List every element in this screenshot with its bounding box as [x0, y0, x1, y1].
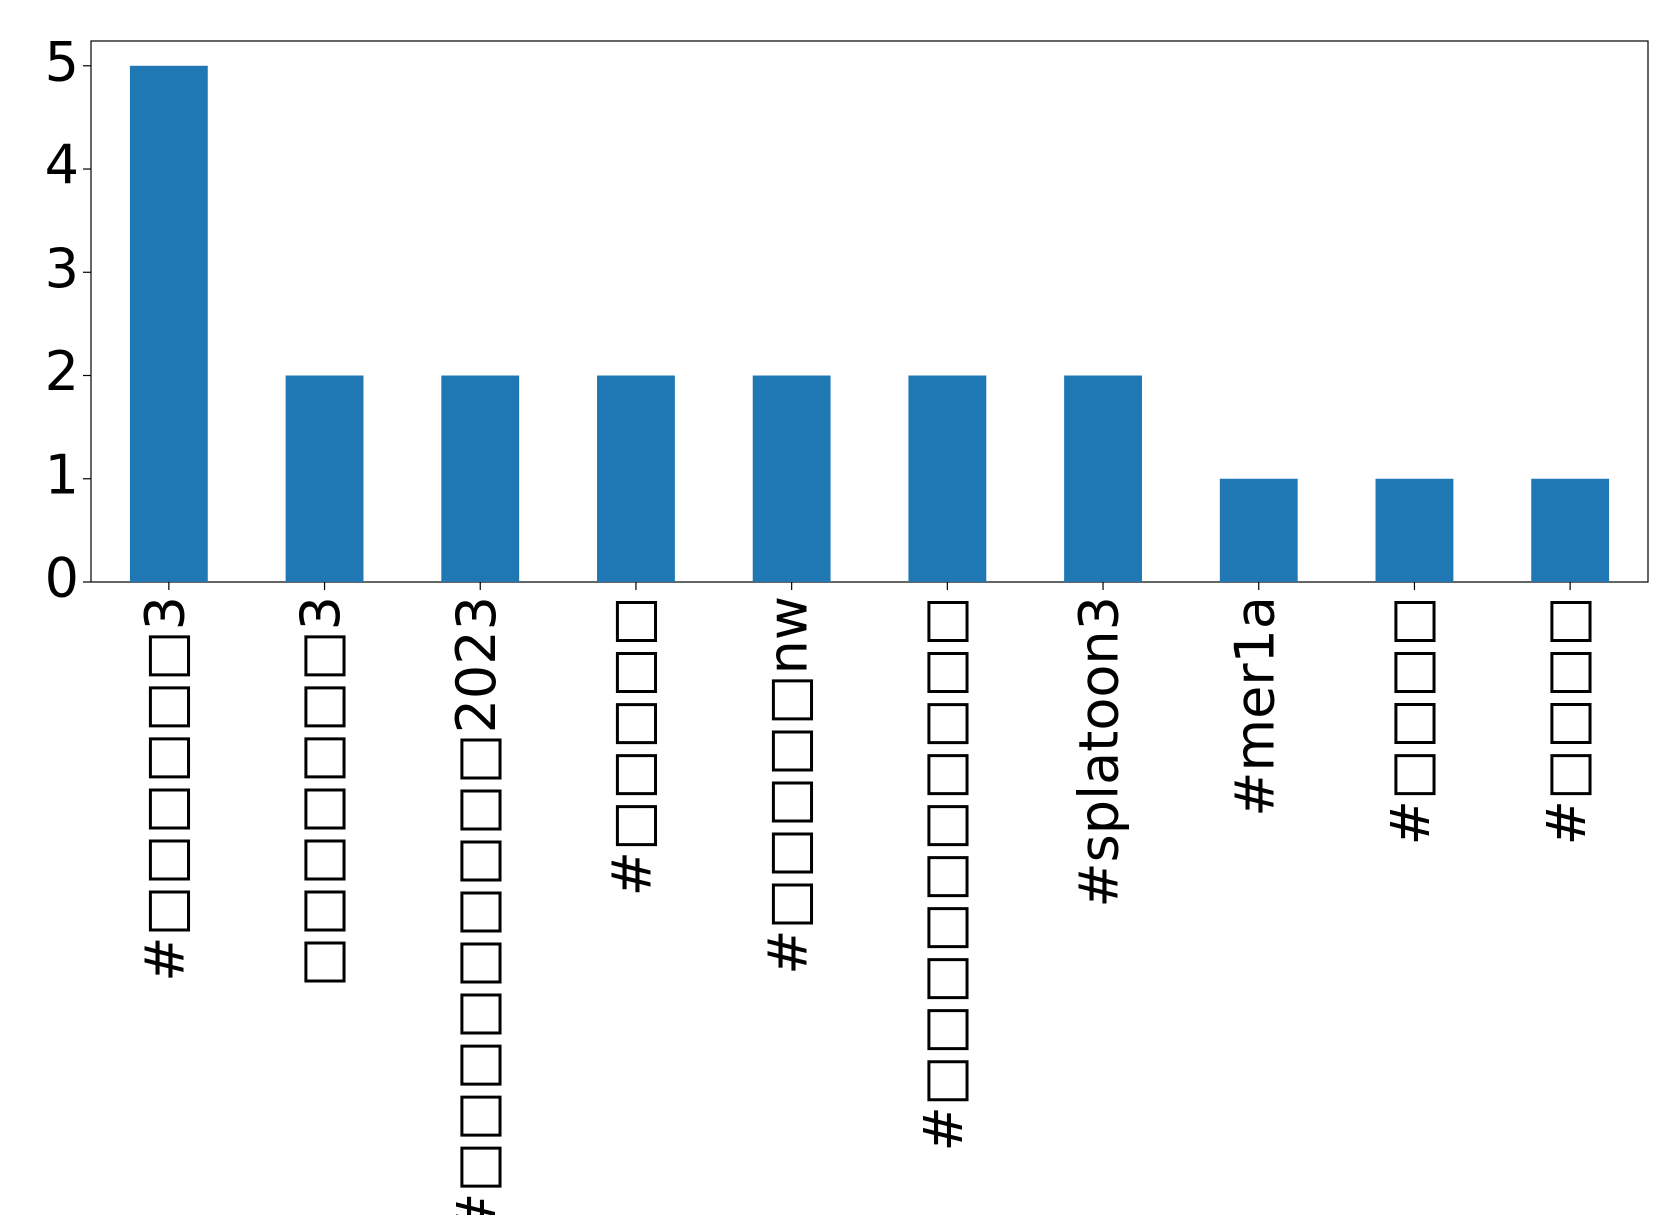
bar [441, 375, 520, 582]
bar [752, 375, 831, 582]
bar [597, 375, 675, 582]
x-tick-label: #□□□□ [1379, 596, 1442, 845]
bar [129, 65, 208, 582]
bar [1375, 478, 1454, 582]
y-tick-label: 5 [45, 30, 79, 93]
bar [1219, 478, 1298, 582]
x-tick-label: #□□□□ [1535, 596, 1598, 845]
x-tick-label: #□□□□□□3 [133, 596, 196, 982]
x-tick-label: #□□□□□nw [756, 596, 819, 975]
plot-frame [90, 40, 1649, 583]
y-tick-label: 4 [45, 134, 79, 197]
y-tick-label: 1 [45, 443, 79, 506]
y-tick-label: 0 [45, 547, 79, 610]
x-tick-label: #□□□□□□□□□2023 [445, 596, 508, 1215]
x-tick-label: #mer1a [1223, 596, 1286, 817]
x-tick-label: #splatoon3 [1068, 596, 1131, 908]
bar [285, 375, 364, 582]
bar [1531, 478, 1610, 582]
x-tick-label: #□□□□□ [601, 596, 664, 896]
bar [908, 375, 987, 582]
y-tick-label: 2 [45, 340, 79, 403]
bar [1064, 375, 1142, 582]
y-tick-label: 3 [45, 237, 79, 300]
x-tick-label: #□□□□□□□□□□ [912, 596, 975, 1151]
x-tick-label: □□□□□□□3 [289, 596, 352, 988]
